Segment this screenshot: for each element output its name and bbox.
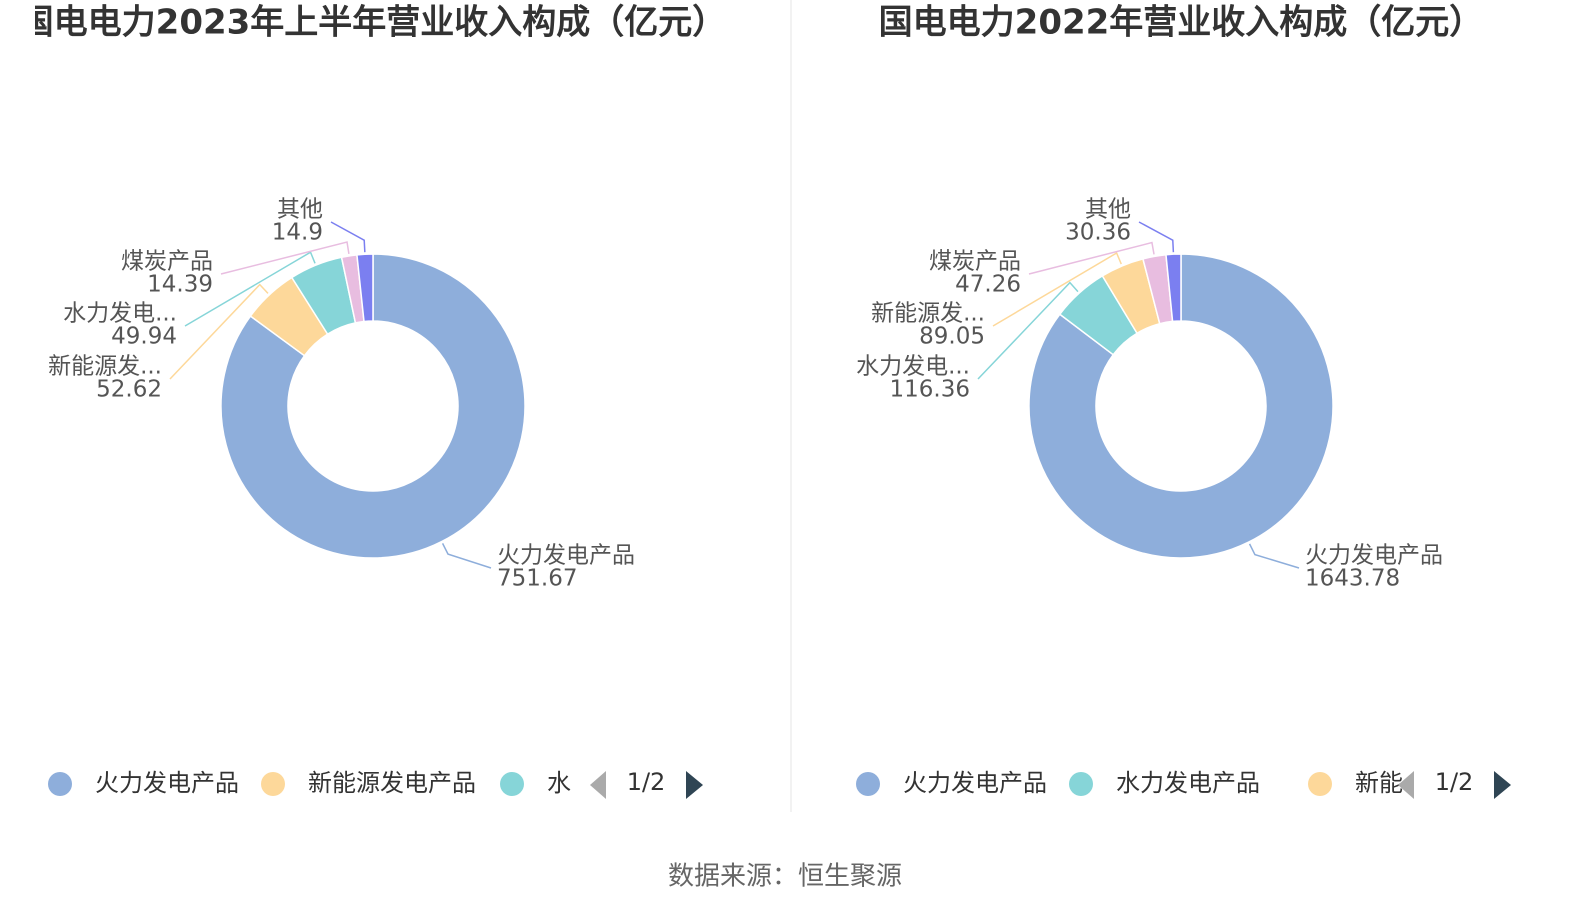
legend-marker[interactable] [500,772,524,796]
value-label: 1643.78 [1305,566,1400,592]
value-label: 116.36 [890,377,970,403]
value-label: 14.39 [147,272,213,298]
legend-label[interactable]: 水 [547,769,571,797]
value-label: 14.9 [272,220,323,246]
slice-label: 新能源发... [48,354,162,380]
value-label: 47.26 [955,272,1021,298]
leader-line [220,241,350,275]
legend-next[interactable] [686,771,703,799]
legend-prev[interactable] [1398,771,1414,799]
legend-marker[interactable] [48,772,72,796]
legend-page: 1/2 [627,768,666,796]
legend-label[interactable]: 火力发电产品 [903,769,1047,797]
legend-marker[interactable] [856,772,880,796]
leader-line [169,283,269,380]
legend-next[interactable] [1494,771,1511,799]
source: 数据来源：恒生聚源 [668,862,902,892]
slice-label: 其他 [277,197,323,223]
legend-label[interactable]: 新能源发电产品 [308,769,476,797]
leader-line [441,543,492,569]
value-label: 89.05 [919,324,985,350]
legend-label[interactable]: 水力发电产品 [1116,769,1260,797]
slice-label: 其他 [1085,197,1131,223]
value-label: 30.36 [1065,220,1131,246]
leader-line [1138,221,1175,253]
slice-label: 火力发电产品 [1305,543,1443,569]
value-label: 49.94 [111,324,177,350]
slice-label: 煤炭产品 [121,249,213,275]
donut-slice [220,253,526,559]
leader-line [1248,543,1300,569]
leader-line [977,281,1079,380]
legend-marker[interactable] [261,772,285,796]
donut-slice [1165,253,1182,323]
leader-line [1028,241,1155,275]
legend-marker[interactable] [1069,772,1093,796]
value-label: 751.67 [497,566,577,592]
donut-slice [1028,253,1334,559]
legend-label[interactable]: 火力发电产品 [95,769,239,797]
legend-page: 1/2 [1435,768,1474,796]
leader-line [330,221,366,253]
legend-label[interactable]: 新能 [1355,769,1403,797]
slice-label: 水力发电... [63,301,177,327]
donut-slice [356,253,374,323]
value-label: 52.62 [96,377,162,403]
leader-line [992,251,1122,327]
slice-label: 火力发电产品 [497,543,635,569]
leader-line [184,251,316,327]
legend-marker[interactable] [1308,772,1332,796]
slice-label: 煤炭产品 [929,249,1021,275]
slice-label: 新能源发... [871,301,985,327]
legend-prev[interactable] [590,771,606,799]
chart-title: 国电电力2023年上半年营业收入构成（亿元） [20,3,727,43]
chart-title: 国电电力2022年营业收入构成（亿元） [879,3,1484,43]
slice-label: 水力发电... [856,354,970,380]
